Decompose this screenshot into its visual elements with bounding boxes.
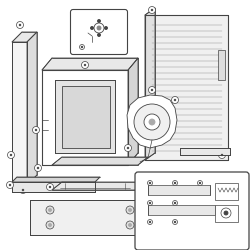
Circle shape	[37, 167, 39, 169]
Polygon shape	[42, 70, 128, 165]
Circle shape	[46, 221, 54, 229]
Polygon shape	[148, 205, 215, 215]
Circle shape	[82, 62, 88, 68]
Circle shape	[19, 24, 21, 26]
Circle shape	[224, 211, 228, 215]
Circle shape	[151, 89, 153, 91]
Circle shape	[172, 220, 178, 224]
Polygon shape	[30, 200, 150, 235]
Circle shape	[8, 152, 14, 158]
Circle shape	[98, 34, 100, 36]
Circle shape	[9, 184, 11, 186]
Circle shape	[148, 220, 152, 224]
Circle shape	[144, 237, 146, 239]
Circle shape	[148, 6, 156, 14]
Circle shape	[149, 182, 151, 184]
Circle shape	[151, 9, 153, 11]
Bar	[218, 50, 225, 80]
Circle shape	[149, 202, 151, 204]
Circle shape	[35, 129, 37, 131]
Polygon shape	[215, 183, 238, 200]
Circle shape	[6, 182, 14, 188]
Circle shape	[199, 182, 201, 184]
Circle shape	[221, 154, 223, 156]
Polygon shape	[55, 80, 115, 153]
Circle shape	[46, 206, 54, 214]
Polygon shape	[12, 42, 27, 185]
Circle shape	[104, 26, 108, 30]
Circle shape	[172, 180, 178, 186]
Polygon shape	[42, 58, 138, 70]
Circle shape	[174, 202, 176, 204]
Circle shape	[218, 152, 226, 158]
Circle shape	[174, 182, 176, 184]
Polygon shape	[12, 182, 95, 192]
Circle shape	[126, 221, 134, 229]
Polygon shape	[12, 177, 100, 182]
Circle shape	[148, 86, 156, 94]
Circle shape	[127, 147, 129, 149]
Circle shape	[142, 234, 148, 242]
Circle shape	[126, 206, 134, 214]
Circle shape	[144, 114, 160, 130]
Circle shape	[98, 20, 100, 22]
Polygon shape	[12, 32, 37, 42]
Polygon shape	[52, 182, 145, 190]
Polygon shape	[215, 205, 238, 222]
Polygon shape	[145, 15, 228, 160]
Circle shape	[128, 224, 132, 226]
Circle shape	[148, 200, 152, 205]
Circle shape	[124, 144, 132, 152]
Circle shape	[198, 180, 202, 186]
Circle shape	[48, 208, 51, 212]
Circle shape	[81, 46, 83, 48]
Circle shape	[22, 189, 24, 191]
Circle shape	[16, 22, 24, 29]
Circle shape	[48, 224, 51, 226]
Polygon shape	[52, 157, 148, 165]
Circle shape	[128, 208, 132, 212]
Polygon shape	[62, 86, 110, 148]
Circle shape	[84, 64, 86, 66]
Circle shape	[148, 180, 152, 186]
Polygon shape	[145, 8, 155, 160]
Polygon shape	[128, 58, 138, 165]
Circle shape	[172, 96, 178, 103]
Polygon shape	[127, 95, 177, 148]
Circle shape	[20, 186, 26, 194]
Circle shape	[90, 26, 94, 30]
Circle shape	[174, 99, 176, 101]
Polygon shape	[68, 58, 128, 148]
Circle shape	[34, 164, 42, 172]
Circle shape	[172, 200, 178, 205]
Circle shape	[46, 184, 54, 190]
Polygon shape	[27, 32, 37, 185]
Circle shape	[49, 186, 51, 188]
Circle shape	[80, 44, 84, 50]
FancyBboxPatch shape	[70, 10, 128, 54]
Circle shape	[221, 208, 231, 218]
Circle shape	[97, 26, 101, 30]
Circle shape	[10, 154, 12, 156]
Circle shape	[149, 221, 151, 223]
Polygon shape	[148, 185, 210, 195]
Circle shape	[32, 126, 40, 134]
Circle shape	[94, 23, 104, 33]
Polygon shape	[180, 148, 230, 155]
Circle shape	[149, 119, 155, 125]
FancyBboxPatch shape	[135, 172, 249, 250]
Circle shape	[174, 221, 176, 223]
Circle shape	[134, 104, 170, 140]
